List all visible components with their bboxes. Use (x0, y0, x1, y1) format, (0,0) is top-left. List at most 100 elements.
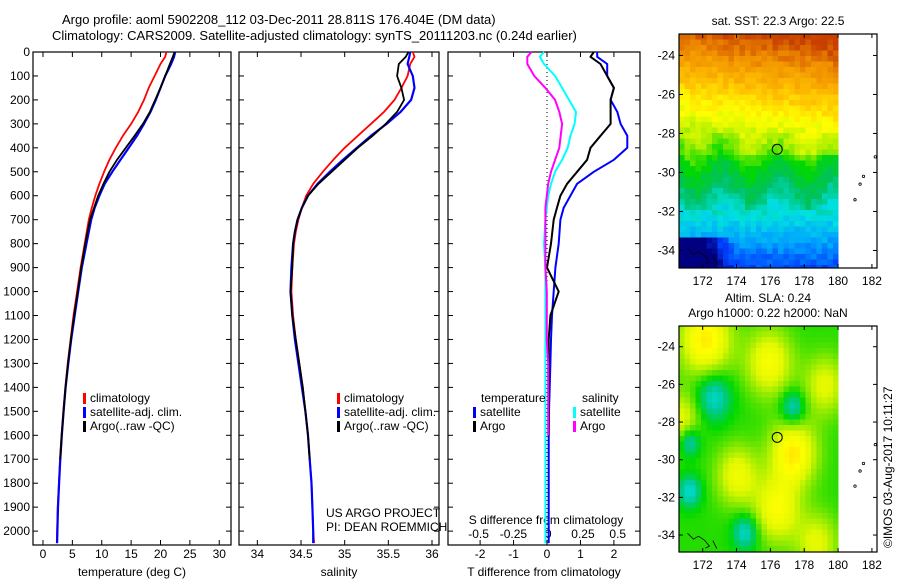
depth-ytick-label: 800 (10, 237, 30, 251)
sst-map-cell (767, 133, 773, 139)
sla-map-cell (684, 524, 691, 530)
sst-map-cell (690, 193, 696, 200)
sla-map-cell (750, 463, 757, 470)
sla-map-cell (717, 535, 724, 541)
sla-map-cell (822, 436, 828, 442)
sla-map-cell (679, 348, 685, 354)
sst-map-cell (679, 39, 685, 46)
sst-map-cell (695, 188, 702, 194)
sla-map-ytick-label: -24 (658, 340, 676, 354)
sst-map-cell (756, 149, 762, 156)
sst-map-cell (778, 182, 784, 189)
sla-map-cell (679, 414, 685, 420)
sst-map-cell (789, 221, 795, 227)
sst-map-cell (723, 138, 729, 145)
sla-map-cell (717, 524, 724, 530)
sla-map-cell (833, 535, 839, 541)
sst-map-cell (723, 248, 729, 255)
sla-map-cell (706, 353, 713, 360)
sla-map-cell (805, 419, 812, 426)
sst-map-cell (695, 232, 702, 238)
sla-map-cell (701, 436, 707, 442)
sst-map-cell (816, 83, 823, 90)
sst-map-cell (789, 72, 795, 79)
sla-map-cell (778, 463, 784, 470)
sst-map-cell (822, 67, 828, 73)
sst-map-cell (772, 111, 779, 117)
sst-map-cell (695, 221, 702, 227)
sst-map-cell (756, 144, 762, 150)
sst-map-cell (794, 50, 801, 57)
sla-map-cell (805, 441, 812, 448)
sla-map-cell (767, 364, 773, 371)
sst-map-cell (717, 248, 724, 255)
credit-line1: US ARGO PROJECT (326, 506, 441, 520)
sla-map-cell (690, 513, 696, 519)
sla-map-cell (811, 331, 817, 338)
sst-map-cell (712, 67, 718, 73)
sst-map-cell (739, 210, 746, 216)
sla-map-cell (789, 452, 795, 459)
sst-map-cell (728, 177, 735, 183)
sst-map-cell (772, 83, 779, 90)
sst-map-cell (701, 171, 707, 178)
sla-map-cell (794, 474, 801, 481)
sla-map-cell (734, 502, 740, 508)
legend-salinity-title: salinity (582, 391, 619, 405)
sst-map-cell (728, 67, 735, 73)
sla-map-cell (811, 524, 817, 530)
sla-map-cell (783, 469, 790, 475)
sla-map-cell (706, 518, 713, 525)
sst-map-cell (679, 188, 685, 194)
sla-map-cell (756, 485, 762, 492)
sst-map-cell (794, 61, 801, 68)
sst-map-cell (772, 210, 779, 216)
sla-map-cell (767, 397, 773, 404)
sst-map-cell (745, 221, 751, 227)
sst-map-cell (794, 204, 801, 211)
sst-map-cell (822, 254, 828, 260)
sla-map-cell (800, 331, 806, 338)
sst-map-cell (761, 160, 768, 167)
sla-map-cell (679, 463, 685, 470)
sst-map-cell (783, 72, 790, 79)
sst-map-cell (767, 144, 773, 150)
sst-map-cell (723, 133, 729, 139)
sst-map-ytick-label: -28 (658, 126, 676, 140)
sst-map-cell (761, 193, 768, 200)
sla-map-cell (723, 425, 729, 431)
sst-map-cell (805, 72, 812, 79)
sst-map-cell (811, 221, 817, 227)
sst-map-cell (679, 265, 685, 269)
sla-map-cell (805, 348, 812, 354)
sla-map-cell (734, 524, 740, 530)
sla-map-cell (717, 408, 724, 415)
sst-map-cell (805, 259, 812, 266)
sst-map-cell (701, 243, 707, 249)
sla-map-cell (778, 507, 784, 514)
sla-map-cell (690, 469, 696, 475)
sla-map-cell (783, 441, 790, 448)
depth-ytick-label: 900 (10, 261, 30, 275)
sst-map-cell (800, 155, 806, 161)
sst-map-cell (833, 45, 839, 51)
sla-map-cell (701, 353, 707, 360)
sst-map-cell (816, 259, 823, 266)
sst-map-cell (739, 45, 746, 51)
sst-map-cell (805, 254, 812, 260)
sst-map-cell (739, 83, 746, 90)
sst-map-cell (723, 127, 729, 134)
sst-map-cell (734, 94, 740, 101)
sla-map-cell (739, 436, 746, 442)
sst-map-cell (761, 166, 768, 172)
sla-map-cell (728, 392, 735, 398)
sst-map-cell (717, 94, 724, 101)
sla-map-cell (734, 408, 740, 415)
sst-map-cell (723, 182, 729, 189)
sst-map-cell (833, 166, 839, 172)
sla-map-cell (750, 419, 757, 426)
sla-map-cell (811, 364, 817, 371)
sla-map-cell (811, 392, 817, 398)
sla-map-cell (816, 447, 823, 453)
sst-map-cell (712, 160, 718, 167)
